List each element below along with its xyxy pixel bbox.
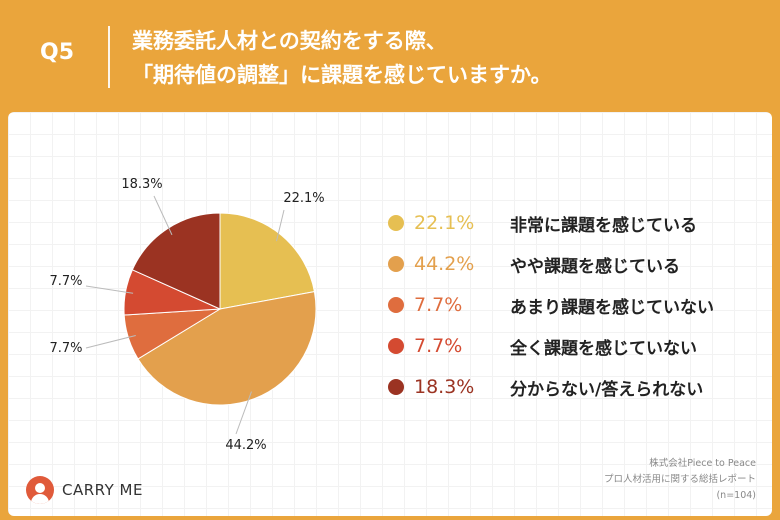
legend-label: 全く課題を感じていない bbox=[510, 338, 697, 359]
pie-slice bbox=[137, 291, 317, 406]
question-title-line1: 業務委託人材との契約をする際、 bbox=[132, 29, 447, 53]
question-number: Q5 bbox=[40, 40, 75, 65]
slice-value-label: 7.7% bbox=[49, 341, 82, 356]
legend: 22.1% 非常に課題を感じている 44.2% やや課題を感じている 7.7% … bbox=[388, 209, 714, 414]
slice-value-label: 44.2% bbox=[225, 438, 266, 453]
legend-dot bbox=[388, 379, 404, 395]
legend-item-1: 44.2% やや課題を感じている bbox=[388, 250, 714, 278]
legend-percent: 18.3% bbox=[414, 376, 475, 398]
carry-me-logo: CARRY ME bbox=[26, 476, 143, 504]
source-company: 株式会社Piece to Peace bbox=[649, 458, 756, 469]
legend-percent: 44.2% bbox=[414, 253, 475, 275]
pie-slice bbox=[219, 212, 315, 310]
legend-label: あまり課題を感じていない bbox=[510, 297, 714, 318]
legend-item-3: 7.7% 全く課題を感じていない bbox=[388, 332, 714, 360]
pie-slice bbox=[131, 212, 221, 310]
legend-dot bbox=[388, 256, 404, 272]
leader-line bbox=[85, 285, 134, 294]
legend-percent: 7.7% bbox=[414, 294, 463, 316]
legend-item-0: 22.1% 非常に課題を感じている bbox=[388, 209, 714, 237]
legend-label: 分からない/答えられない bbox=[510, 379, 704, 400]
legend-dot bbox=[388, 297, 404, 313]
legend-item-2: 7.7% あまり課題を感じていない bbox=[388, 291, 714, 319]
question-title: 業務委託人材との契約をする際、 「期待値の調整」に課題を感じていますか。 bbox=[132, 24, 552, 92]
logo-text: CARRY ME bbox=[62, 481, 143, 499]
slice-value-label: 7.7% bbox=[49, 274, 82, 289]
leader-line bbox=[235, 391, 252, 435]
question-title-line2: 「期待値の調整」に課題を感じていますか。 bbox=[132, 63, 552, 87]
leader-line bbox=[276, 209, 285, 242]
legend-dot bbox=[388, 338, 404, 354]
header: Q5 業務委託人材との契約をする際、 「期待値の調整」に課題を感じていますか。 bbox=[0, 0, 780, 112]
person-icon bbox=[26, 476, 54, 504]
header-divider bbox=[108, 26, 110, 88]
source-sample-size: (n=104) bbox=[716, 490, 756, 501]
legend-dot bbox=[388, 215, 404, 231]
slice-value-label: 18.3% bbox=[121, 177, 162, 192]
slice-value-label: 22.1% bbox=[283, 191, 324, 206]
legend-label: やや課題を感じている bbox=[510, 256, 680, 277]
source-report: プロ人材活用に関する総括レポート bbox=[603, 474, 756, 485]
pie-chart: 22.1% 44.2% 7.7% 7.7% 18.3% bbox=[49, 177, 324, 453]
leader-line bbox=[85, 335, 136, 349]
legend-percent: 7.7% bbox=[414, 335, 463, 357]
legend-item-4: 18.3% 分からない/答えられない bbox=[388, 373, 714, 401]
legend-percent: 22.1% bbox=[414, 212, 475, 234]
leader-line bbox=[153, 195, 173, 236]
source-note: 株式会社Piece to Peace プロ人材活用に関する総括レポート (n=1… bbox=[604, 456, 756, 504]
legend-label: 非常に課題を感じている bbox=[510, 215, 697, 236]
chart-panel: 22.1% 44.2% 7.7% 7.7% 18.3% 22.1% 非常に課題を感じてい… bbox=[8, 112, 772, 516]
